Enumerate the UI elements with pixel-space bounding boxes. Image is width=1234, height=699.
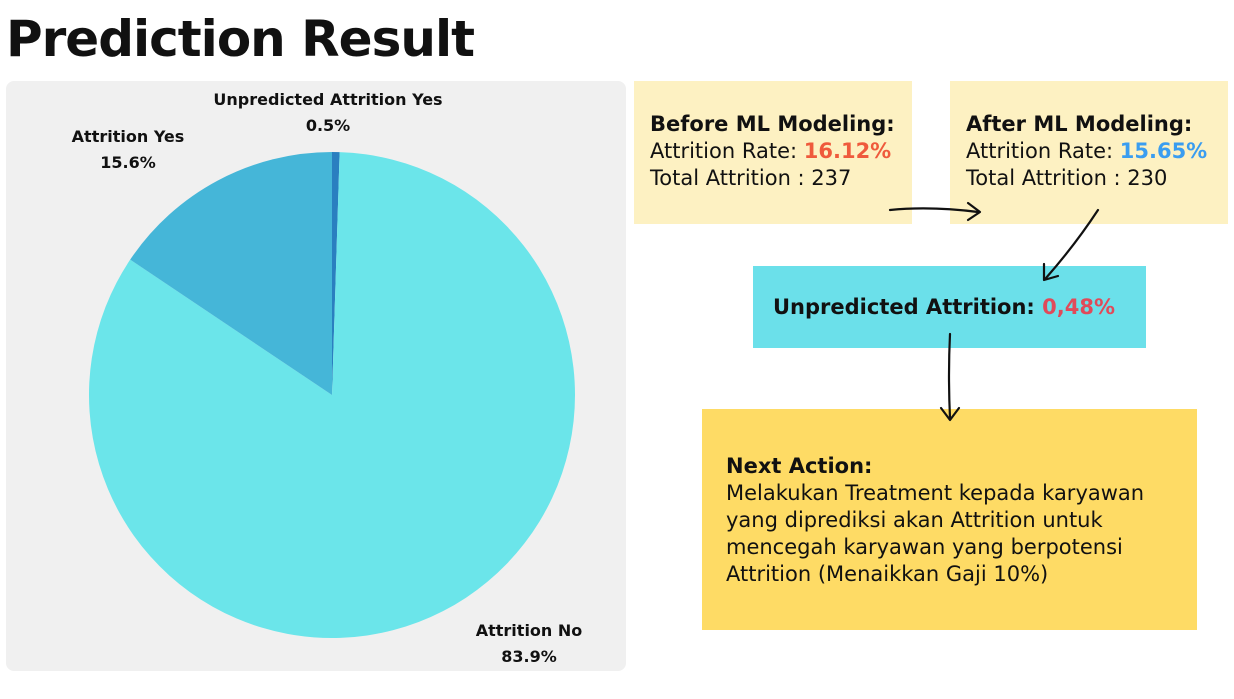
slice-value-label: 0.5%: [306, 116, 350, 135]
before-ml-heading: Before ML Modeling:: [650, 112, 895, 136]
next-action-card: Next Action: Melakukan Treatment kepada …: [702, 409, 1197, 630]
unpredicted-attrition-value: 0,48%: [1042, 295, 1116, 319]
before-ml-card: Before ML Modeling: Attrition Rate: 16.1…: [634, 81, 912, 224]
pie-slice: [332, 152, 340, 395]
next-action-line: Melakukan Treatment kepada karyawan: [726, 481, 1145, 505]
unpredicted-attrition-label: Unpredicted Attrition:: [773, 295, 1043, 319]
slice-value-label: 15.6%: [100, 153, 156, 172]
slice-label: Unpredicted Attrition Yes: [213, 90, 442, 109]
pie-slice: [89, 152, 575, 638]
pie-chart: Unpredicted Attrition Yes 0.5% Attrition N…: [72, 90, 583, 666]
after-ml-rate-value: 15.65%: [1119, 139, 1208, 163]
next-action-heading: Next Action:: [726, 454, 873, 478]
slice-label: Attrition No: [476, 621, 583, 640]
pie-chart-panel: Unpredicted Attrition Yes 0.5% Attrition N…: [6, 81, 626, 671]
next-action-line: yang diprediksi akan Attrition untuk: [726, 508, 1103, 532]
slice-label: Attrition Yes: [72, 127, 185, 146]
page-title: Prediction Result: [6, 10, 475, 68]
next-action-line: mencegah karyawan yang berpotensi: [726, 535, 1123, 559]
before-ml-rate: Attrition Rate: 16.12%: [650, 138, 912, 165]
after-ml-heading: After ML Modeling:: [966, 112, 1193, 136]
after-ml-card: After ML Modeling: Attrition Rate: 15.65…: [950, 81, 1228, 224]
pie-slice: [130, 152, 332, 395]
after-ml-rate-label: Attrition Rate:: [966, 139, 1120, 163]
unpredicted-attrition-text: Unpredicted Attrition: 0,48%: [773, 294, 1146, 321]
before-ml-rate-label: Attrition Rate:: [650, 139, 804, 163]
unpredicted-attrition-card: Unpredicted Attrition: 0,48%: [753, 266, 1146, 348]
before-ml-rate-value: 16.12%: [803, 139, 892, 163]
after-ml-rate: Attrition Rate: 15.65%: [966, 138, 1228, 165]
after-ml-total: Total Attrition : 230: [966, 166, 1168, 190]
slice-value-label: 83.9%: [501, 647, 557, 666]
before-ml-total: Total Attrition : 237: [650, 166, 852, 190]
next-action-line: Attrition (Menaikkan Gaji 10%): [726, 562, 1049, 586]
